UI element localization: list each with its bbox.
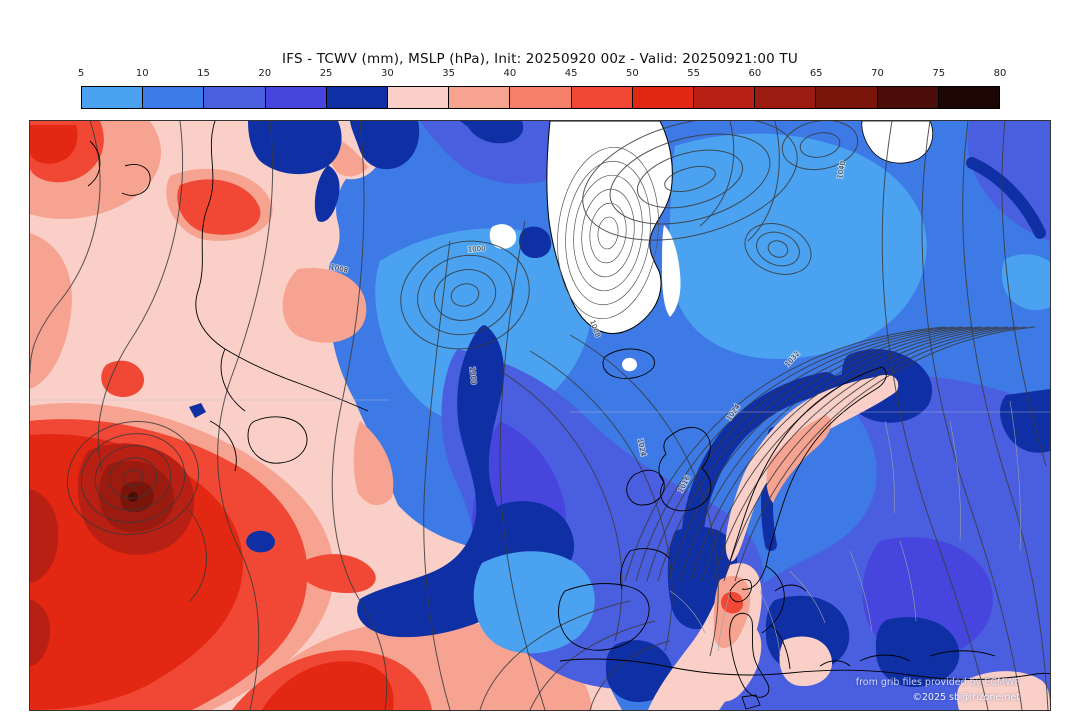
frontal-isobar xyxy=(624,326,946,582)
frontal-isobar xyxy=(668,326,982,582)
iceland-icecap xyxy=(622,357,637,372)
frontal-isobar xyxy=(712,326,1018,582)
colorbar-cell-60-65 xyxy=(755,87,817,108)
colorbar-cell-55-60 xyxy=(694,87,756,108)
colorbar-tick-70: 70 xyxy=(871,68,884,79)
attribution-copyright: ©2025 sb@irizone.net xyxy=(912,692,1020,703)
greenland xyxy=(546,121,673,335)
contour-ring xyxy=(417,254,513,336)
contour-ring xyxy=(80,433,186,523)
attribution-ecmwf: from grib files provided by ECMWF xyxy=(855,677,1020,688)
contour-ring xyxy=(582,121,798,241)
colorbar-tick-60: 60 xyxy=(748,68,762,79)
colorbar-tick-labels: 5 10 15 20 25 30 35 40 45 50 55 60 65 70 75 80 xyxy=(77,68,1007,82)
frontal-isobar xyxy=(657,326,973,582)
contour-ring xyxy=(589,202,627,264)
svalbard xyxy=(861,121,934,164)
baffin-snow-patch xyxy=(489,224,517,249)
map-canvas: 1008 1000 1000 1008 1024 1016 1024 1032 1040 xyxy=(29,120,1051,711)
colorbar-tick-45: 45 xyxy=(564,68,578,79)
colorbar-tick-35: 35 xyxy=(442,68,455,79)
colorbar-tick-15: 15 xyxy=(197,68,210,79)
colorbar-cell-25-30 xyxy=(326,87,389,108)
colorbar-tick-20: 20 xyxy=(258,68,272,79)
frontal-isobar xyxy=(734,326,1036,582)
contour-ring xyxy=(108,457,158,499)
colorbar-tick-75: 75 xyxy=(932,68,946,79)
frontal-isobar xyxy=(723,326,1027,582)
colorbar-cell-50-55 xyxy=(632,87,695,108)
contour-ring xyxy=(799,132,841,158)
contour-ring xyxy=(400,240,530,350)
colorbar-cell-15-20 xyxy=(204,87,266,108)
iceland xyxy=(602,348,655,379)
colorbar-cell-40-45 xyxy=(510,87,572,108)
contour-ring xyxy=(565,160,651,306)
contour-ring xyxy=(94,445,172,511)
contour-ring xyxy=(581,188,635,278)
colorbar-cell-5-10 xyxy=(82,87,144,108)
contour-label-1000: 1000 xyxy=(467,244,485,254)
contour-ring xyxy=(450,283,480,307)
contour-ring xyxy=(122,469,144,487)
frontal-isobar xyxy=(679,326,991,582)
generated-contours xyxy=(66,121,1036,582)
colorbar-cell-45-50 xyxy=(571,87,633,108)
contour-ring xyxy=(609,133,771,225)
contour-ring xyxy=(664,165,716,193)
colorbar-cell-75-80 xyxy=(938,87,1000,108)
contour-ring xyxy=(756,231,800,267)
frontal-isobar xyxy=(646,326,964,582)
colorbar-cell-10-15 xyxy=(143,87,205,108)
colorbar-cell-20-25 xyxy=(265,87,327,108)
greenland-fjord-sliver xyxy=(662,225,681,317)
colorbar-tick-5: 5 xyxy=(77,68,85,79)
colorbar-tick-65: 65 xyxy=(809,68,823,79)
contour-label-1000: 1000 xyxy=(468,366,478,384)
colorbar xyxy=(81,86,1000,109)
contour-ring xyxy=(597,216,619,250)
colorbar-tick-40: 40 xyxy=(503,68,517,79)
frontal-isobar xyxy=(701,326,1009,582)
contour-ring xyxy=(636,149,744,209)
frontal-isobar xyxy=(690,326,1000,582)
coastlines xyxy=(87,121,1050,710)
land-ice xyxy=(489,121,934,379)
chart-title: IFS - TCWV (mm), MSLP (hPa), Init: 20250… xyxy=(282,51,798,67)
contour-ring xyxy=(573,174,643,292)
colorbar-cell-65-70 xyxy=(816,87,878,108)
contour-ring xyxy=(66,421,200,535)
contour-ring xyxy=(767,240,789,258)
contour-ring xyxy=(433,269,497,321)
colorbar-tick-50: 50 xyxy=(626,68,639,79)
contour-ring xyxy=(557,146,659,320)
contour-ring xyxy=(744,223,812,275)
colorbar-tick-30: 30 xyxy=(380,68,394,79)
colorbar-cell-30-35 xyxy=(388,87,450,108)
frontal-isobar xyxy=(635,326,955,582)
colorbar-tick-10: 10 xyxy=(135,68,149,79)
colorbar-tick-55: 55 xyxy=(687,68,701,79)
colorbar-cell-35-40 xyxy=(449,87,511,108)
country-borders xyxy=(30,399,1050,657)
colorbar-tick-80: 80 xyxy=(993,68,1007,79)
contour-ring xyxy=(781,121,859,171)
colorbar-tick-25: 25 xyxy=(319,68,333,79)
colorbar-cell-70-75 xyxy=(877,87,939,108)
